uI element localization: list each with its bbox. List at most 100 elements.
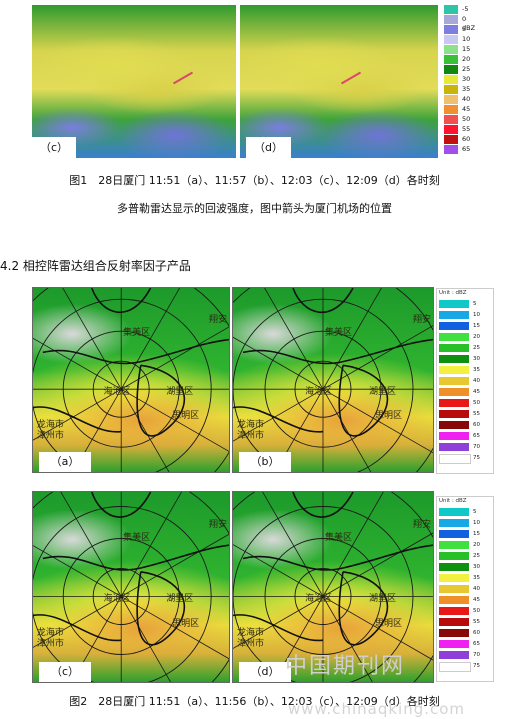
- place-label: 翔安: [208, 519, 227, 530]
- radial-line: [262, 492, 324, 597]
- legend-swatch: [439, 563, 469, 571]
- place-label: 海沧区: [103, 593, 131, 604]
- radial-line: [322, 288, 382, 390]
- panel-label: （c）: [32, 137, 77, 158]
- legend-value: 40: [473, 378, 480, 384]
- legend-swatch: [439, 662, 471, 672]
- legend-value: 55: [473, 619, 480, 625]
- place-label: 海沧区: [305, 386, 333, 397]
- legend-swatch: [439, 311, 469, 319]
- place-label: 思明区: [172, 618, 200, 629]
- legend-value: 40: [473, 586, 480, 592]
- legend-swatch: [444, 45, 458, 54]
- radial-line: [120, 288, 181, 390]
- place-label: 龙海市: [36, 419, 64, 430]
- legend-value: 20: [462, 55, 471, 63]
- legend-value: 30: [473, 356, 480, 362]
- legend-swatch: [444, 135, 458, 144]
- place-label: 漳州市: [36, 639, 64, 650]
- legend-value: -5: [462, 5, 469, 13]
- district-boundary: [338, 364, 389, 437]
- legend-value: 65: [462, 145, 471, 153]
- radar-range-rings: [33, 288, 229, 472]
- radial-line: [120, 596, 229, 660]
- legend-value: 50: [473, 400, 480, 406]
- radial-line: [33, 596, 122, 648]
- district-boundary: [91, 288, 152, 314]
- legend-value: 50: [462, 115, 471, 123]
- radial-line: [120, 326, 229, 390]
- legend-value: 70: [473, 444, 480, 450]
- legend-swatch: [439, 585, 469, 593]
- airport-arrow-icon: [172, 71, 194, 85]
- place-label: 湖里区: [166, 593, 194, 604]
- legend-value: 60: [473, 630, 480, 636]
- radial-line: [233, 596, 324, 649]
- legend-value: 5: [473, 301, 477, 307]
- radial-line: [322, 492, 384, 597]
- district-boundary: [233, 406, 324, 433]
- legend-value: 5: [462, 25, 467, 33]
- phased-array-panel-b: 集美区 翔安 海沧区 湖里区 思明区 龙海市 漳州市 （b）: [232, 287, 434, 473]
- legend-value: 55: [462, 125, 471, 133]
- legend-swatch: [444, 145, 458, 154]
- district-boundary: [136, 364, 186, 437]
- legend-title: Unit : dBZ: [439, 498, 467, 504]
- radial-line: [233, 544, 324, 597]
- legend-value: 60: [473, 422, 480, 428]
- district-boundary: [33, 406, 122, 433]
- district-boundary: [42, 338, 229, 365]
- legend-swatch: [439, 399, 469, 407]
- district-boundary: [233, 614, 324, 642]
- legend-swatch: [439, 322, 469, 330]
- legend-swatch: [439, 519, 469, 527]
- radial-line: [33, 545, 122, 597]
- legend-value: 20: [473, 542, 480, 548]
- watermark-cn: 中国期刊网: [285, 654, 406, 679]
- legend-swatch: [439, 618, 469, 626]
- range-ring: [33, 288, 229, 472]
- watermark-url: www.chinaqking.com: [288, 700, 466, 718]
- legend-value: 75: [473, 455, 480, 461]
- district-boundary: [242, 338, 433, 365]
- legend-swatch: [444, 65, 458, 74]
- legend-swatch: [439, 454, 471, 464]
- legend-value: 55: [473, 411, 480, 417]
- radial-line: [33, 388, 122, 441]
- place-label: 漳州市: [237, 430, 265, 441]
- legend-value: 65: [473, 433, 480, 439]
- place-label: 翔安: [412, 519, 431, 530]
- legend-value: 65: [473, 641, 480, 647]
- figure1-caption-line1: 图1 28日厦门 11:51（a）、11:57（b）、12:03（c）、12:0…: [69, 174, 440, 187]
- legend-swatch: [439, 344, 469, 352]
- panel-label: （d）: [246, 137, 291, 158]
- legend-value: 15: [473, 531, 480, 537]
- district-boundary: [292, 492, 354, 518]
- place-label: 翔安: [412, 314, 431, 325]
- legend-swatch: [444, 15, 458, 24]
- radar-range-rings: [233, 492, 433, 682]
- doppler-panel-d: （d）: [240, 5, 438, 158]
- legend-value: 40: [462, 95, 471, 103]
- legend-swatch: [444, 55, 458, 64]
- figure1-caption-line2: 多普勒雷达显示的回波强度，图中箭头为厦门机场的位置: [117, 202, 392, 215]
- place-label: 思明区: [375, 410, 403, 421]
- place-label: 集美区: [325, 533, 353, 543]
- district-boundary: [91, 492, 152, 518]
- legend-value: 10: [473, 312, 480, 318]
- panel-label: （c）: [39, 662, 91, 682]
- legend-value: 35: [462, 85, 471, 93]
- legend-swatch: [439, 377, 469, 385]
- place-label: 湖里区: [369, 593, 397, 604]
- district-boundary: [338, 571, 389, 646]
- legend-swatch: [444, 85, 458, 94]
- legend-value: 30: [473, 564, 480, 570]
- legend-swatch: [444, 105, 458, 114]
- radial-line: [233, 388, 324, 442]
- legend-swatch: [439, 530, 469, 538]
- legend-swatch: [439, 355, 469, 363]
- place-label: 思明区: [172, 410, 200, 421]
- section-heading: 4.2 相控阵雷达组合反射率因子产品: [0, 259, 191, 273]
- legend-swatch: [439, 366, 469, 374]
- legend-value: 35: [473, 367, 480, 373]
